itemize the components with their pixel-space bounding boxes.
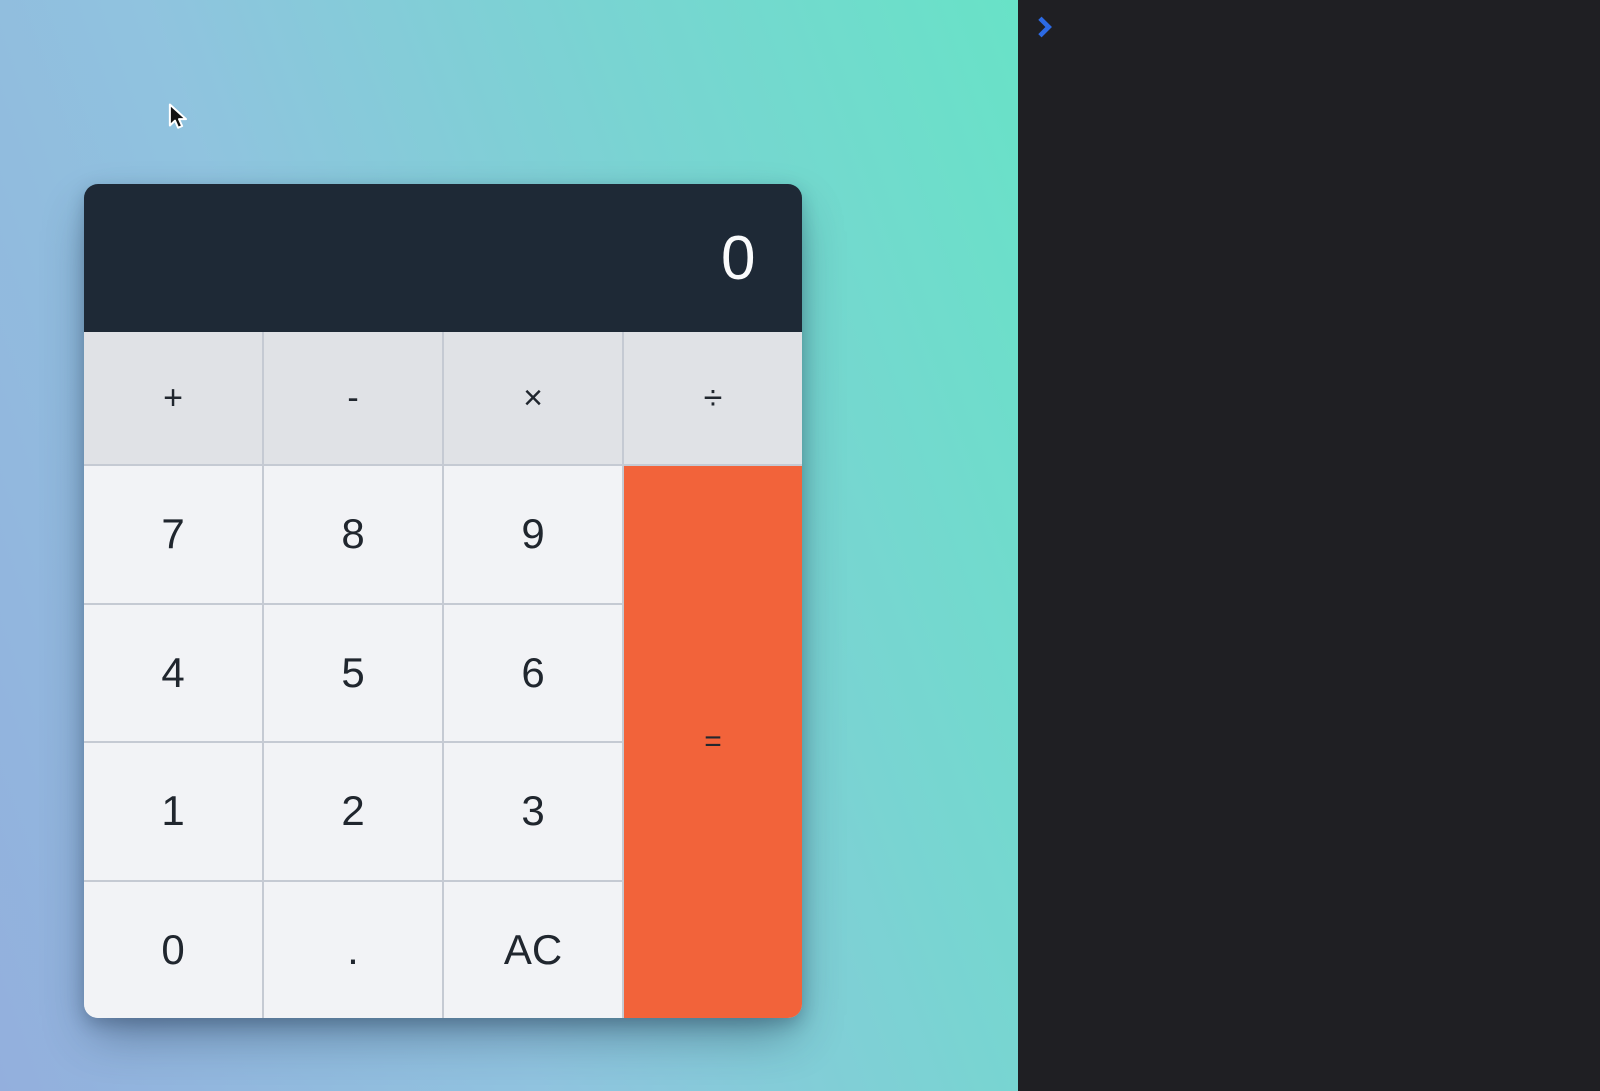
calculator-app: 0 + - × ÷ 7 8 9 = 4 5 6 1 2 3 0 . AC [84, 184, 802, 1018]
key-multiply[interactable]: × [444, 332, 622, 464]
key-3[interactable]: 3 [444, 743, 622, 880]
side-panel [1018, 0, 1600, 1091]
key-decimal[interactable]: . [264, 881, 442, 1018]
display-value: 0 [721, 223, 756, 293]
key-7[interactable]: 7 [84, 466, 262, 603]
key-5[interactable]: 5 [264, 604, 442, 741]
key-2[interactable]: 2 [264, 743, 442, 880]
key-0[interactable]: 0 [84, 881, 262, 1018]
key-1[interactable]: 1 [84, 743, 262, 880]
calculator-display: 0 [84, 184, 802, 332]
key-8[interactable]: 8 [264, 466, 442, 603]
calculator-keypad: + - × ÷ 7 8 9 = 4 5 6 1 2 3 0 . AC [84, 332, 802, 1018]
key-divide[interactable]: ÷ [624, 332, 802, 464]
key-6[interactable]: 6 [444, 604, 622, 741]
key-add[interactable]: + [84, 332, 262, 464]
key-subtract[interactable]: - [264, 332, 442, 464]
key-9[interactable]: 9 [444, 466, 622, 603]
key-equals[interactable]: = [624, 466, 802, 1018]
key-all-clear[interactable]: AC [444, 881, 622, 1018]
key-4[interactable]: 4 [84, 604, 262, 741]
chevron-right-icon[interactable] [1030, 13, 1058, 41]
